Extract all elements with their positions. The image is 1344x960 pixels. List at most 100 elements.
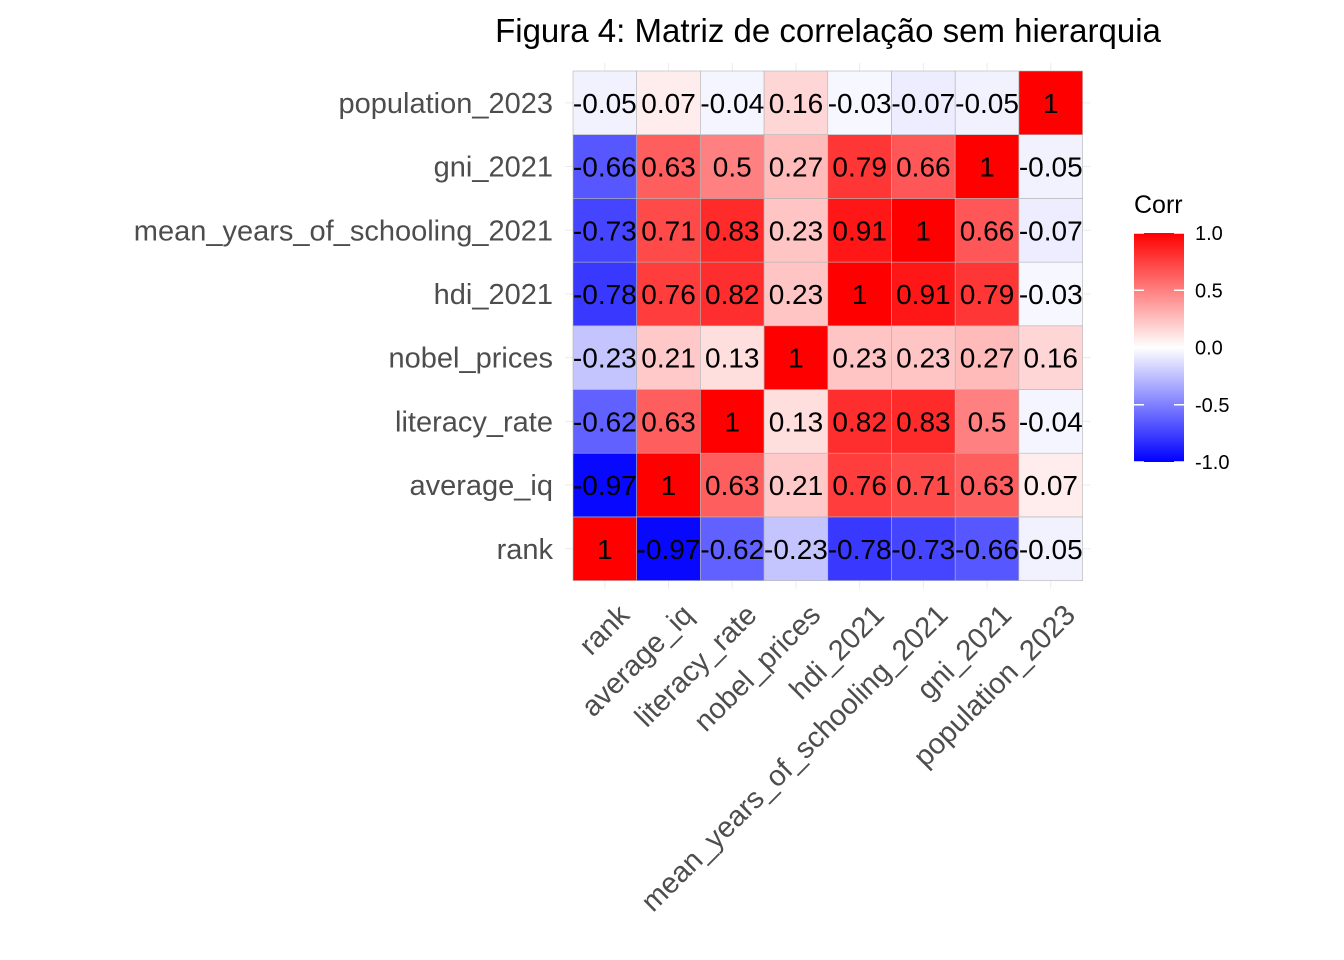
chart-title: Figura 4: Matriz de correlação sem hiera… xyxy=(495,12,1161,49)
x-axis-tick-labels: rankaverage_iqliteracy_ratenobel_pricesh… xyxy=(573,599,1081,918)
cell-value-label: -0.03 xyxy=(828,88,892,119)
heatmap-cell xyxy=(636,389,701,454)
cell-value-label: -0.05 xyxy=(573,88,637,119)
heatmap-cell xyxy=(572,516,638,581)
heatmap-cell xyxy=(763,70,829,136)
heatmap-cell xyxy=(763,452,829,518)
heatmap-cell xyxy=(636,516,701,581)
heatmap-cell xyxy=(763,198,829,263)
cell-value-label: 0.79 xyxy=(960,279,1015,310)
cell-value-label: -0.23 xyxy=(764,534,828,565)
legend-title: Corr xyxy=(1134,191,1183,219)
heatmap-cell xyxy=(1018,452,1083,518)
cell-value-label: -0.07 xyxy=(1019,215,1083,246)
cell-value-label: -0.23 xyxy=(573,343,637,374)
heatmap-cell xyxy=(891,261,956,327)
cell-value-label: 0.27 xyxy=(960,343,1015,374)
legend-tick-label: -1.0 xyxy=(1195,452,1229,474)
cell-value-label: 0.91 xyxy=(896,279,951,310)
cell-value-label: 0.79 xyxy=(832,152,887,183)
heatmap-cell xyxy=(636,134,701,199)
cell-value-label: 1 xyxy=(916,215,932,246)
cell-value-label: -0.62 xyxy=(700,534,764,565)
cell-value-label: 0.16 xyxy=(769,88,824,119)
heatmap-cell xyxy=(572,70,638,136)
cell-value-label: -0.05 xyxy=(955,88,1019,119)
cell-value-label: -0.05 xyxy=(1019,152,1083,183)
cell-value-label: 0.5 xyxy=(713,152,752,183)
heatmap-cell xyxy=(636,452,701,518)
cell-value-label: 0.07 xyxy=(641,88,696,119)
heatmap-cell xyxy=(954,516,1020,581)
cell-value-label: 0.5 xyxy=(968,406,1007,437)
heatmap-cell xyxy=(891,325,956,390)
heatmap-cell xyxy=(954,389,1020,454)
cell-value-label: 0.21 xyxy=(769,470,824,501)
cell-value-label: 0.23 xyxy=(769,215,824,246)
cell-value-label: 0.13 xyxy=(769,406,824,437)
heatmap-cell xyxy=(827,134,892,199)
cell-value-label: -0.73 xyxy=(573,215,637,246)
legend-tick-label: 0.5 xyxy=(1195,280,1223,302)
cell-value-label: 0.63 xyxy=(705,470,760,501)
heatmap-cell xyxy=(1018,134,1083,199)
heatmap-cell xyxy=(1018,261,1083,327)
cell-value-label: 0.71 xyxy=(896,470,951,501)
cell-value-label: 0.23 xyxy=(832,343,887,374)
heatmap-cell xyxy=(891,134,956,199)
heatmap-cell xyxy=(763,261,829,327)
cell-value-label: 1 xyxy=(1043,88,1059,119)
heatmap-cell xyxy=(763,389,829,454)
cell-value-label: 0.76 xyxy=(641,279,696,310)
heatmap-cell xyxy=(1018,325,1083,390)
cell-value-labels: 1 -0.97 -0.62 -0.23 -0.78 -0.73 -0.66 -0.05-0.9… xyxy=(573,88,1083,565)
heatmap-cell xyxy=(700,452,765,518)
heatmap-cell xyxy=(954,452,1020,518)
heatmap-cell xyxy=(891,452,956,518)
heatmap-cell xyxy=(700,70,765,136)
y-tick-label: literacy_rate xyxy=(395,406,553,438)
heatmap-cell xyxy=(827,389,892,454)
cell-value-label: -0.78 xyxy=(573,279,637,310)
cell-value-label: 0.23 xyxy=(769,279,824,310)
y-tick-label: population_2023 xyxy=(339,88,553,120)
heatmap-cell xyxy=(827,516,892,581)
cell-value-label: 0.66 xyxy=(960,215,1015,246)
heatmap-cell xyxy=(1018,198,1083,263)
heatmap-cell xyxy=(827,70,892,136)
cell-value-label: 1 xyxy=(788,343,804,374)
cell-value-label: 0.63 xyxy=(641,406,696,437)
legend-tick-label: -0.5 xyxy=(1195,395,1229,417)
heatmap-cell xyxy=(954,70,1020,136)
cell-value-label: -0.73 xyxy=(891,534,955,565)
cell-value-label: 1 xyxy=(661,470,677,501)
cell-value-label: 0.91 xyxy=(832,215,887,246)
cell-value-label: 1 xyxy=(852,279,868,310)
heatmap-cell xyxy=(700,261,765,327)
cell-value-label: 1 xyxy=(979,152,995,183)
cell-value-label: 0.63 xyxy=(960,470,1015,501)
cell-value-label: -0.66 xyxy=(573,152,637,183)
heatmap-cell xyxy=(891,389,956,454)
heatmap-cell xyxy=(954,261,1020,327)
cell-value-label: 0.76 xyxy=(832,470,887,501)
cell-value-label: 1 xyxy=(724,406,740,437)
heatmap-cell xyxy=(827,452,892,518)
color-legend: Corr 1.0 0.5 0.0 -0.5 -1.0 xyxy=(1134,191,1229,474)
cell-value-label: 0.21 xyxy=(641,343,696,374)
cell-value-label: 0.63 xyxy=(641,152,696,183)
cell-value-label: 0.83 xyxy=(896,406,951,437)
y-tick-label: gni_2021 xyxy=(434,152,553,184)
heatmap-cell xyxy=(572,452,638,518)
heatmap-cell xyxy=(572,198,638,263)
heatmap-cell xyxy=(636,325,701,390)
cell-value-label: 0.27 xyxy=(769,152,824,183)
cell-value-label: -0.05 xyxy=(1019,534,1083,565)
cell-value-label: -0.97 xyxy=(573,470,637,501)
cell-value-label: -0.78 xyxy=(828,534,892,565)
y-tick-label: hdi_2021 xyxy=(434,279,553,311)
cell-value-label: 0.71 xyxy=(641,215,696,246)
cell-value-label: 0.82 xyxy=(705,279,760,310)
heatmap-cell xyxy=(636,261,701,327)
